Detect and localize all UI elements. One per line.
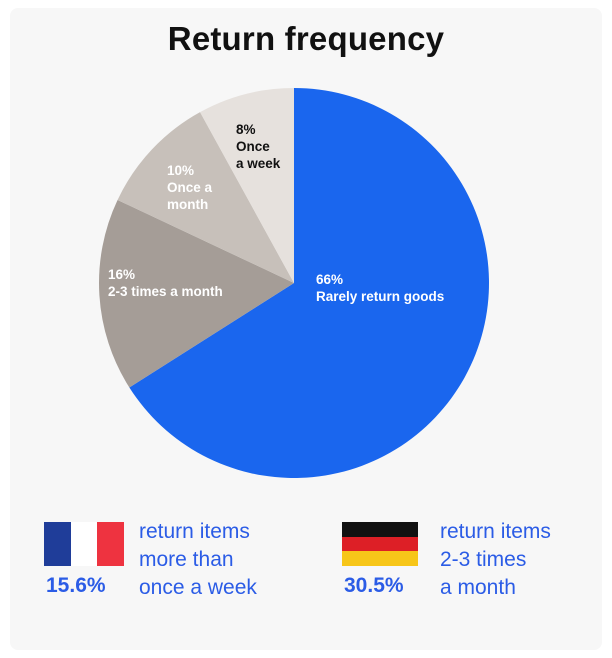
pie-slice-label-2: 16% 2-3 times a month — [108, 267, 223, 299]
germany-text-line: return items — [440, 520, 551, 543]
pie-slice-2 — [98, 199, 294, 388]
pie-slice-1 — [129, 88, 489, 478]
germany-description: return items 2-3 times a month — [440, 518, 551, 602]
pie-slice-label-1: 66% Rarely return goods — [316, 272, 444, 304]
pie-slice-label-3: 10% Once a month — [167, 163, 213, 212]
pie-slice-label-4: 8% Once a week — [236, 122, 281, 171]
germany-text-line: a month — [440, 576, 516, 599]
france-percent: 15.6% — [46, 574, 106, 597]
pie-slice-4 — [200, 88, 294, 283]
france-description: return items more than once a week — [139, 518, 257, 602]
france-text-line: return items — [139, 520, 250, 543]
germany-text-line: 2-3 times — [440, 548, 527, 571]
chart-title: Return frequency — [167, 20, 445, 57]
france-flag-icon — [44, 522, 124, 566]
france-text-line: more than — [139, 548, 234, 571]
france-text-line: once a week — [139, 576, 257, 599]
pie-slice-3 — [117, 112, 295, 283]
germany-percent: 30.5% — [344, 574, 404, 597]
germany-flag-icon — [342, 522, 418, 566]
